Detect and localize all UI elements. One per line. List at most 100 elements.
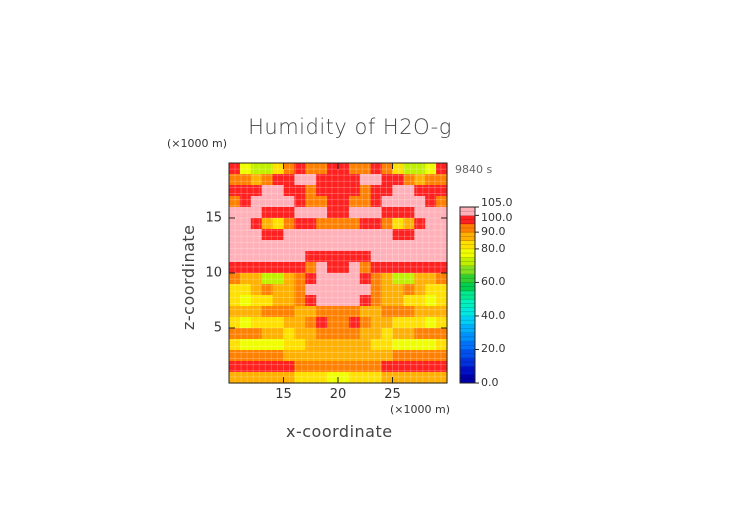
heatmap-cell xyxy=(381,306,394,318)
heatmap-cell xyxy=(425,207,437,219)
heatmap-cell xyxy=(359,372,372,384)
heatmap-cell xyxy=(370,207,383,219)
heatmap-cell xyxy=(327,251,339,263)
heatmap-cell xyxy=(239,372,252,384)
heatmap-cell xyxy=(305,273,317,285)
heatmap-cell xyxy=(414,273,426,285)
heatmap-cell xyxy=(425,174,437,186)
time-label: 9840 s xyxy=(455,163,493,176)
heatmap-cell xyxy=(359,174,372,186)
heatmap-cell xyxy=(392,185,404,197)
colorbar-band xyxy=(460,290,475,300)
heatmap-cell xyxy=(436,295,448,307)
colorbar-band xyxy=(460,332,475,342)
heatmap-cell xyxy=(338,317,350,329)
heatmap-cell xyxy=(294,306,306,318)
heatmap-cell xyxy=(229,372,241,384)
heatmap-cell xyxy=(392,240,404,252)
x-unit-label: (×1000 m) xyxy=(390,403,451,416)
heatmap-cell xyxy=(370,295,383,307)
heatmap-cell xyxy=(316,328,328,340)
colorbar-band xyxy=(460,240,475,250)
heatmap-cell xyxy=(348,251,361,263)
heatmap-cell xyxy=(348,163,361,175)
heatmap-cell xyxy=(261,240,274,252)
heatmap-cell xyxy=(403,295,415,307)
heatmap-cell xyxy=(327,361,339,373)
heatmap-cell xyxy=(338,372,350,384)
heatmap-cell xyxy=(370,251,383,263)
heatmap-cell xyxy=(436,328,448,340)
heatmap-cell xyxy=(283,273,295,285)
heatmap-cell xyxy=(250,240,263,252)
heatmap-cell xyxy=(294,218,306,230)
heatmap-cell xyxy=(359,207,372,219)
colorbar-tick-label: 40.0 xyxy=(481,308,506,322)
heatmap-cell xyxy=(261,218,274,230)
heatmap-cell xyxy=(381,174,394,186)
heatmap-cell xyxy=(370,284,383,296)
heatmap-cell xyxy=(425,185,437,197)
heatmap-cell xyxy=(283,218,295,230)
heatmap-cell xyxy=(229,339,241,351)
heatmap-cell xyxy=(239,185,252,197)
heatmap-cell xyxy=(229,251,241,263)
heatmap-cell xyxy=(425,295,437,307)
heatmap-cell xyxy=(250,196,263,208)
colorbar-band xyxy=(460,282,475,292)
heatmap-cell xyxy=(348,295,361,307)
heatmap-cell xyxy=(327,273,339,285)
heatmap-cell xyxy=(414,306,426,318)
colorbar xyxy=(459,206,479,384)
heatmap-cell xyxy=(327,196,339,208)
heatmap-cell xyxy=(272,273,285,285)
heatmap-cell xyxy=(327,295,339,307)
heatmap-cell xyxy=(316,339,328,351)
heatmap-cell xyxy=(327,350,339,362)
heatmap-cell xyxy=(283,174,295,186)
heatmap-cell xyxy=(305,185,317,197)
heatmap-cell xyxy=(338,207,350,219)
heatmap-cell xyxy=(348,328,361,340)
heatmap-cell xyxy=(338,328,350,340)
heatmap-cell xyxy=(436,262,448,274)
heatmap-cell xyxy=(239,218,252,230)
heatmap-cell xyxy=(381,350,394,362)
heatmap-cell xyxy=(436,350,448,362)
heatmap-cell xyxy=(381,361,394,373)
heatmap-cell xyxy=(414,339,426,351)
heatmap-cell xyxy=(414,185,426,197)
heatmap-cell xyxy=(229,196,241,208)
heatmap-cell xyxy=(436,240,448,252)
heatmap-cell xyxy=(348,372,361,384)
colorbar-tick-label: 90.0 xyxy=(481,225,506,239)
heatmap-cell xyxy=(283,196,295,208)
heatmap-cell xyxy=(392,372,404,384)
heatmap-cell xyxy=(305,196,317,208)
heatmap-cell xyxy=(370,350,383,362)
heatmap-cell xyxy=(359,284,372,296)
heatmap-cell xyxy=(261,262,274,274)
heatmap-cell xyxy=(272,350,285,362)
heatmap-cell xyxy=(250,273,263,285)
heatmap-cell xyxy=(338,361,350,373)
heatmap-cell xyxy=(305,218,317,230)
heatmap-cell xyxy=(392,361,404,373)
heatmap-cell xyxy=(229,295,241,307)
heatmap-cell xyxy=(250,328,263,340)
heatmap-cell xyxy=(338,218,350,230)
heatmap-cell xyxy=(272,339,285,351)
heatmap-cell xyxy=(261,229,274,241)
x-tick-label: 25 xyxy=(384,387,401,402)
heatmap-cell xyxy=(261,185,274,197)
heatmap-cell xyxy=(370,163,383,175)
heatmap-cell xyxy=(403,372,415,384)
heatmap-cell xyxy=(305,174,317,186)
heatmap-cell xyxy=(359,218,372,230)
heatmap-cell xyxy=(403,339,415,351)
heatmap-cell xyxy=(359,328,372,340)
heatmap-cell xyxy=(403,174,415,186)
heatmap-cell xyxy=(305,207,317,219)
heatmap-cell xyxy=(239,328,252,340)
heatmap-cell xyxy=(338,339,350,351)
